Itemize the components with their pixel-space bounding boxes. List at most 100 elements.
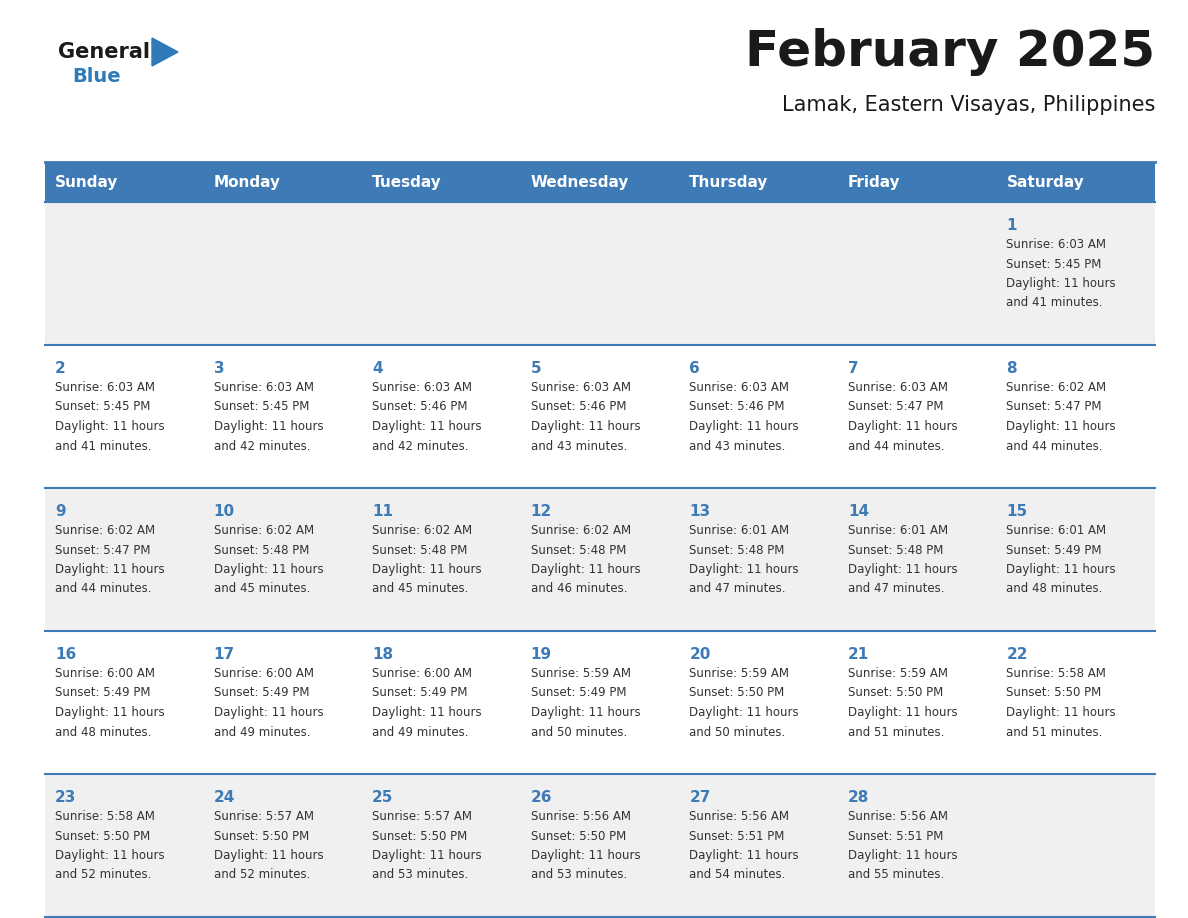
Text: Sunset: 5:48 PM: Sunset: 5:48 PM — [848, 543, 943, 556]
Text: Sunset: 5:50 PM: Sunset: 5:50 PM — [689, 687, 784, 700]
Text: and 42 minutes.: and 42 minutes. — [214, 440, 310, 453]
Text: Blue: Blue — [72, 66, 121, 85]
Text: Sunset: 5:50 PM: Sunset: 5:50 PM — [55, 830, 150, 843]
Text: Sunset: 5:47 PM: Sunset: 5:47 PM — [55, 543, 151, 556]
Text: and 45 minutes.: and 45 minutes. — [214, 583, 310, 596]
Text: and 48 minutes.: and 48 minutes. — [1006, 583, 1102, 596]
FancyBboxPatch shape — [362, 162, 520, 202]
Text: and 50 minutes.: and 50 minutes. — [531, 725, 627, 738]
Text: 10: 10 — [214, 504, 235, 519]
Text: Daylight: 11 hours: Daylight: 11 hours — [531, 849, 640, 862]
Text: Sunrise: 6:02 AM: Sunrise: 6:02 AM — [214, 524, 314, 537]
Text: Sunday: Sunday — [55, 174, 119, 189]
Text: Sunrise: 6:01 AM: Sunrise: 6:01 AM — [1006, 524, 1106, 537]
Text: Sunrise: 5:58 AM: Sunrise: 5:58 AM — [1006, 667, 1106, 680]
Text: Daylight: 11 hours: Daylight: 11 hours — [689, 420, 798, 433]
FancyBboxPatch shape — [45, 345, 1155, 488]
Text: Sunset: 5:45 PM: Sunset: 5:45 PM — [214, 400, 309, 413]
Text: and 53 minutes.: and 53 minutes. — [372, 868, 468, 881]
Text: Daylight: 11 hours: Daylight: 11 hours — [531, 706, 640, 719]
Text: Daylight: 11 hours: Daylight: 11 hours — [372, 706, 482, 719]
Text: 8: 8 — [1006, 361, 1017, 376]
FancyBboxPatch shape — [45, 631, 1155, 774]
Text: 26: 26 — [531, 790, 552, 805]
Text: Sunset: 5:46 PM: Sunset: 5:46 PM — [531, 400, 626, 413]
Text: 12: 12 — [531, 504, 552, 519]
FancyBboxPatch shape — [997, 162, 1155, 202]
Text: 23: 23 — [55, 790, 76, 805]
Text: 7: 7 — [848, 361, 859, 376]
Text: Daylight: 11 hours: Daylight: 11 hours — [848, 420, 958, 433]
Text: 17: 17 — [214, 647, 235, 662]
Text: and 43 minutes.: and 43 minutes. — [531, 440, 627, 453]
Text: Sunrise: 6:03 AM: Sunrise: 6:03 AM — [214, 381, 314, 394]
Text: Monday: Monday — [214, 174, 280, 189]
Text: Sunset: 5:48 PM: Sunset: 5:48 PM — [372, 543, 468, 556]
Text: Sunrise: 5:57 AM: Sunrise: 5:57 AM — [214, 810, 314, 823]
Text: Tuesday: Tuesday — [372, 174, 442, 189]
Text: Sunset: 5:47 PM: Sunset: 5:47 PM — [1006, 400, 1102, 413]
Text: Sunrise: 6:03 AM: Sunrise: 6:03 AM — [1006, 238, 1106, 251]
Text: 3: 3 — [214, 361, 225, 376]
Text: and 51 minutes.: and 51 minutes. — [1006, 725, 1102, 738]
Text: Sunset: 5:49 PM: Sunset: 5:49 PM — [214, 687, 309, 700]
Text: Sunrise: 5:56 AM: Sunrise: 5:56 AM — [689, 810, 789, 823]
FancyBboxPatch shape — [680, 162, 838, 202]
Text: Daylight: 11 hours: Daylight: 11 hours — [1006, 420, 1116, 433]
Text: and 50 minutes.: and 50 minutes. — [689, 725, 785, 738]
Text: Sunrise: 6:00 AM: Sunrise: 6:00 AM — [214, 667, 314, 680]
Text: and 49 minutes.: and 49 minutes. — [372, 725, 468, 738]
Text: 16: 16 — [55, 647, 76, 662]
Text: Daylight: 11 hours: Daylight: 11 hours — [214, 420, 323, 433]
Text: and 45 minutes.: and 45 minutes. — [372, 583, 468, 596]
Text: 27: 27 — [689, 790, 710, 805]
Text: and 54 minutes.: and 54 minutes. — [689, 868, 785, 881]
Text: Daylight: 11 hours: Daylight: 11 hours — [689, 849, 798, 862]
Text: Sunset: 5:47 PM: Sunset: 5:47 PM — [848, 400, 943, 413]
Text: 25: 25 — [372, 790, 393, 805]
Text: Daylight: 11 hours: Daylight: 11 hours — [848, 706, 958, 719]
Text: Sunset: 5:50 PM: Sunset: 5:50 PM — [1006, 687, 1101, 700]
Text: February 2025: February 2025 — [745, 28, 1155, 76]
Text: General: General — [58, 42, 150, 62]
Text: Daylight: 11 hours: Daylight: 11 hours — [55, 563, 165, 576]
Text: Sunrise: 5:56 AM: Sunrise: 5:56 AM — [531, 810, 631, 823]
FancyBboxPatch shape — [45, 774, 1155, 917]
Text: 4: 4 — [372, 361, 383, 376]
Text: 22: 22 — [1006, 647, 1028, 662]
Text: Sunrise: 5:57 AM: Sunrise: 5:57 AM — [372, 810, 472, 823]
Text: Daylight: 11 hours: Daylight: 11 hours — [531, 563, 640, 576]
Text: Sunset: 5:50 PM: Sunset: 5:50 PM — [531, 830, 626, 843]
Text: Daylight: 11 hours: Daylight: 11 hours — [1006, 277, 1116, 290]
Text: 6: 6 — [689, 361, 700, 376]
Text: 28: 28 — [848, 790, 870, 805]
Text: Sunrise: 6:02 AM: Sunrise: 6:02 AM — [55, 524, 156, 537]
Text: and 41 minutes.: and 41 minutes. — [55, 440, 152, 453]
Text: and 51 minutes.: and 51 minutes. — [848, 725, 944, 738]
Text: Daylight: 11 hours: Daylight: 11 hours — [848, 849, 958, 862]
Text: 19: 19 — [531, 647, 552, 662]
Text: Sunrise: 6:02 AM: Sunrise: 6:02 AM — [372, 524, 473, 537]
FancyBboxPatch shape — [520, 162, 680, 202]
Text: Sunrise: 6:01 AM: Sunrise: 6:01 AM — [848, 524, 948, 537]
Text: and 52 minutes.: and 52 minutes. — [214, 868, 310, 881]
Text: 9: 9 — [55, 504, 65, 519]
Text: and 43 minutes.: and 43 minutes. — [689, 440, 785, 453]
Text: and 55 minutes.: and 55 minutes. — [848, 868, 944, 881]
FancyBboxPatch shape — [45, 162, 203, 202]
Text: Sunrise: 6:00 AM: Sunrise: 6:00 AM — [372, 667, 472, 680]
Text: Daylight: 11 hours: Daylight: 11 hours — [55, 420, 165, 433]
Text: and 47 minutes.: and 47 minutes. — [848, 583, 944, 596]
Text: Sunset: 5:50 PM: Sunset: 5:50 PM — [848, 687, 943, 700]
Text: Sunset: 5:45 PM: Sunset: 5:45 PM — [1006, 258, 1101, 271]
Text: and 47 minutes.: and 47 minutes. — [689, 583, 785, 596]
Text: Daylight: 11 hours: Daylight: 11 hours — [372, 849, 482, 862]
Text: and 49 minutes.: and 49 minutes. — [214, 725, 310, 738]
Text: Daylight: 11 hours: Daylight: 11 hours — [214, 849, 323, 862]
FancyBboxPatch shape — [45, 202, 1155, 345]
Text: Sunset: 5:46 PM: Sunset: 5:46 PM — [689, 400, 785, 413]
Text: Daylight: 11 hours: Daylight: 11 hours — [214, 563, 323, 576]
Text: Sunset: 5:50 PM: Sunset: 5:50 PM — [214, 830, 309, 843]
Text: Daylight: 11 hours: Daylight: 11 hours — [55, 849, 165, 862]
Text: 24: 24 — [214, 790, 235, 805]
